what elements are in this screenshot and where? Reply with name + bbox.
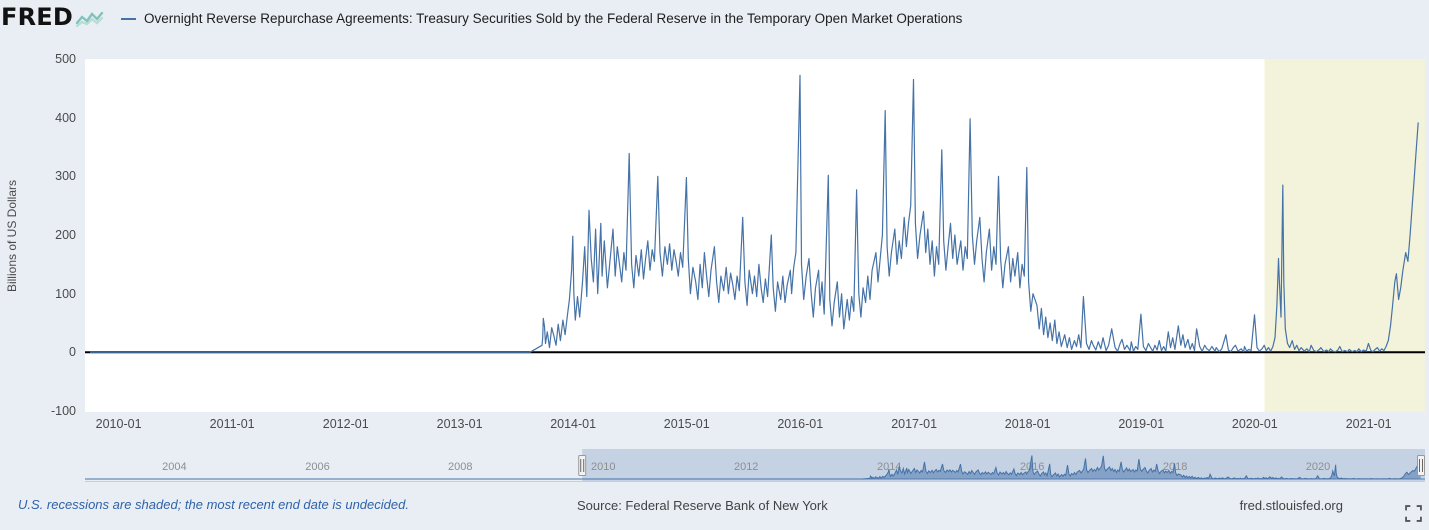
x-tick-label: 2016-01 bbox=[777, 417, 824, 431]
x-tick-label: 2010-01 bbox=[95, 417, 142, 431]
navigator-year-label: 2014 bbox=[877, 461, 901, 473]
fullscreen-button[interactable] bbox=[1404, 504, 1422, 522]
fred-logo-sparkline-icon bbox=[75, 11, 104, 28]
fred-logo[interactable]: FRED bbox=[1, 5, 105, 29]
y-tick-label: 300 bbox=[55, 169, 76, 184]
x-tick-label: 2011-01 bbox=[209, 417, 255, 431]
series-line-marker-icon bbox=[121, 17, 136, 20]
y-tick-label: -100 bbox=[50, 404, 76, 418]
x-tick-label: 2021-01 bbox=[1345, 417, 1392, 431]
main-chart-plot[interactable] bbox=[85, 59, 1425, 412]
y-tick-label: 100 bbox=[55, 286, 76, 301]
navigator-year-label: 2012 bbox=[734, 461, 758, 473]
y-tick-label: 200 bbox=[55, 228, 76, 242]
source-text: Source: Federal Reserve Bank of New York bbox=[577, 498, 828, 513]
recession-note-link[interactable]: U.S. recessions are shaded; the most rec… bbox=[18, 497, 409, 512]
x-tick-label: 2018-01 bbox=[1004, 417, 1051, 431]
x-tick-label: 2015-01 bbox=[663, 417, 710, 431]
navigator-sparkline-area bbox=[85, 455, 1421, 479]
fred-logo-text: FRED bbox=[1, 3, 73, 31]
navigator-year-label: 2004 bbox=[162, 461, 186, 473]
navigator-year-label: 2006 bbox=[305, 461, 329, 473]
x-tick-label: 2014-01 bbox=[550, 417, 597, 431]
navigator-year-label: 2010 bbox=[591, 461, 615, 473]
plot-background bbox=[85, 59, 1425, 412]
navigator-left-handle[interactable] bbox=[578, 455, 587, 476]
x-tick-label: 2013-01 bbox=[436, 417, 483, 431]
x-tick-label: 2017-01 bbox=[891, 417, 938, 431]
series-legend-label: Overnight Reverse Repurchase Agreements:… bbox=[144, 11, 963, 26]
navigator-sparkline bbox=[85, 455, 1422, 480]
site-link[interactable]: fred.stlouisfed.org bbox=[1239, 498, 1343, 513]
x-tick-label: 2019-01 bbox=[1118, 417, 1165, 431]
series-line bbox=[90, 74, 1419, 353]
navigator-year-label: 2020 bbox=[1306, 461, 1330, 473]
y-tick-label: 0 bbox=[69, 345, 76, 360]
y-tick-label: 400 bbox=[55, 110, 76, 125]
y-tick-label: 500 bbox=[55, 52, 76, 66]
navigator-right-handle[interactable] bbox=[1417, 455, 1425, 476]
recession-band bbox=[1264, 59, 1425, 412]
x-tick-label: 2020-01 bbox=[1231, 417, 1278, 431]
series-legend: Overnight Reverse Repurchase Agreements:… bbox=[121, 11, 962, 26]
range-navigator[interactable]: 200420062008201020122014201620182020 bbox=[85, 449, 1425, 482]
x-tick-label: 2012-01 bbox=[322, 417, 369, 431]
y-axis-title: Billions of US Dollars bbox=[5, 179, 20, 292]
navigator-year-label: 2008 bbox=[448, 461, 472, 473]
fullscreen-icon bbox=[1404, 504, 1422, 522]
